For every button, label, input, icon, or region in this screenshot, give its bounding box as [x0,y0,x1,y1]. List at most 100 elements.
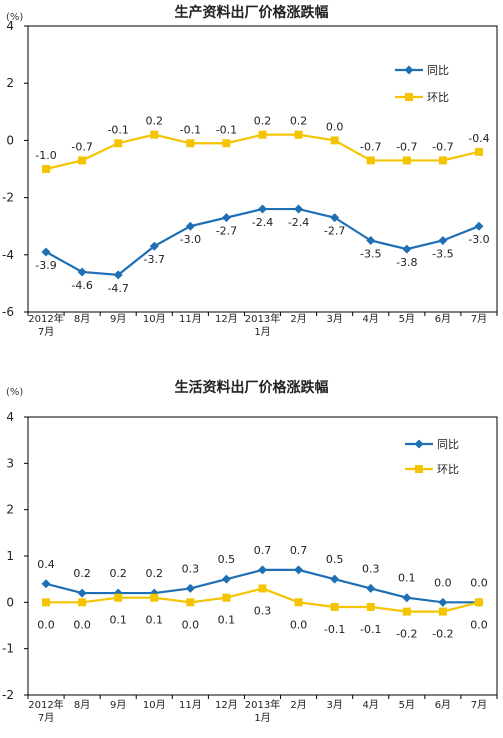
data-label-mom: 0.2 [254,115,272,128]
data-point-yoy [366,583,376,593]
data-label-yoy: -2.7 [216,225,237,238]
data-point-yoy [258,565,267,575]
legend-label-mom: 环比 [427,91,449,104]
legend-marker-mom [415,465,423,473]
data-label-yoy: 0.2 [146,567,164,580]
data-label-mom: 0.1 [218,614,236,627]
y-tick-label: 4 [6,410,14,424]
data-point-mom [438,607,447,616]
data-label-mom: -1.0 [35,149,56,162]
x-tick-label: 6月 [435,313,451,325]
x-tick-label: 10月 [143,699,166,711]
x-tick-label: 8月 [74,699,90,711]
x-tick-label: 10月 [143,313,166,325]
x-tick-label: 12月 [215,699,238,711]
data-label-yoy: 0.2 [109,567,127,580]
y-axis-unit: (%) [6,12,23,23]
x-tick-label: 3月 [326,313,342,325]
data-point-mom [222,593,231,602]
data-label-yoy: 0.0 [434,576,452,589]
x-tick-label: 7月 [471,313,487,325]
data-point-mom [438,156,447,165]
data-point-yoy [474,221,484,231]
x-tick-label: 2013年 [245,698,280,711]
data-point-yoy [294,204,304,214]
data-label-yoy: -2.7 [324,225,345,238]
data-point-yoy [221,213,231,223]
y-tick-label: -2 [2,191,14,205]
chart-consumer-goods: 生活资料出厂价格涨跌幅 (%) 4 3 2 1 0 -1 -2 2012年 7月 8月 9月 10月 11… [0,375,503,738]
data-label-mom: 0.1 [109,614,127,627]
x-tick-label: 2013年 [245,312,280,325]
x-tick-label: 3月 [326,699,342,711]
legend-label-mom: 环比 [437,463,459,476]
data-point-yoy [330,574,340,584]
data-label-mom: -0.4 [468,132,489,145]
data-label-yoy: -2.4 [252,216,273,229]
data-label-yoy: -4.7 [107,282,128,295]
data-label-mom: -0.7 [71,140,92,153]
legend-marker-mom [405,93,413,101]
x-tick-label: 7月 [38,712,54,724]
data-point-mom [114,593,123,602]
data-label-mom: -0.7 [360,140,381,153]
data-point-mom [222,139,231,148]
data-label-mom: -0.1 [360,623,381,636]
data-label-yoy: 0.0 [470,576,488,589]
x-tick-label: 6月 [435,699,451,711]
x-tick-label: 9月 [110,313,126,325]
x-tick-label: 11月 [179,313,202,325]
data-point-mom [186,139,195,148]
y-axis-unit: (%) [6,387,23,398]
x-tick-label: 7月 [471,699,487,711]
data-point-mom [366,602,375,611]
y-tick-label: 4 [6,19,14,33]
data-label-mom: -0.2 [396,628,417,641]
chart-title: 生活资料出厂价格涨跌幅 [174,380,329,396]
y-tick-label: 0 [6,133,14,147]
data-point-mom [186,598,195,607]
data-point-yoy [77,588,87,598]
x-tick-label: 5月 [399,699,415,711]
data-point-yoy [113,270,123,280]
chart-title: 生产资料出厂价格涨跌幅 [174,5,329,21]
data-label-mom: -0.1 [107,123,128,136]
data-point-mom [402,607,411,616]
x-tick-label: 8月 [74,313,90,325]
data-label-mom: -0.1 [216,123,237,136]
data-label-mom: 0.0 [182,618,200,631]
data-point-yoy [438,236,448,245]
data-point-mom [294,598,303,607]
data-point-yoy [41,247,51,257]
x-tick-label: 1月 [254,326,270,338]
x-tick-label: 4月 [363,313,379,325]
data-label-mom: 0.0 [290,618,308,631]
data-label-mom: 0.0 [37,618,55,631]
data-label-yoy: 0.3 [362,562,380,575]
data-point-yoy [77,267,87,277]
data-point-mom [150,593,159,602]
data-point-yoy [402,593,412,603]
data-point-yoy [41,579,51,589]
data-point-mom [150,130,159,139]
y-tick-label: 1 [6,549,14,563]
data-label-yoy: -3.8 [396,256,417,269]
data-point-mom [114,139,123,148]
data-label-mom: -0.7 [432,140,453,153]
data-point-mom [78,598,87,607]
y-tick-label: -6 [2,305,14,319]
data-point-yoy [366,236,376,245]
data-label-yoy: -3.0 [180,233,201,246]
data-point-mom [474,147,483,156]
data-point-mom [42,598,51,607]
x-tick-label: 4月 [363,699,379,711]
x-tick-label: 2012年 [28,698,63,711]
data-label-yoy: 0.5 [326,553,344,566]
y-tick-label: 0 [6,595,14,609]
data-point-yoy [258,204,267,214]
data-label-mom: -0.1 [324,623,345,636]
data-point-yoy [330,213,340,223]
data-point-yoy [185,583,195,593]
